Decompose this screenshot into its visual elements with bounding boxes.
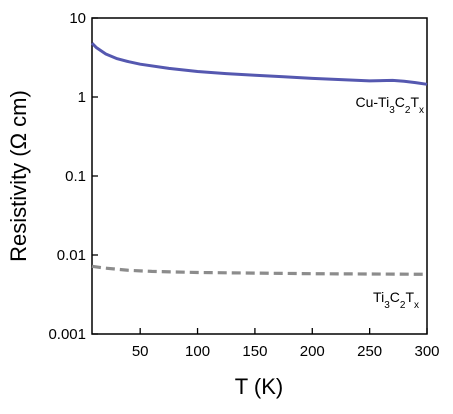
axis-ticks: 50 100 150 200 250 300 0.001 0.01 0.1 1 10 bbox=[48, 10, 439, 360]
series-label-part: C bbox=[390, 289, 400, 305]
y-axis-title: Resistivity (Ω cm) bbox=[6, 90, 31, 262]
y-tick-label: 1 bbox=[78, 89, 86, 106]
x-axis-title: T (K) bbox=[235, 374, 283, 399]
y-tick-label: 0.1 bbox=[65, 168, 86, 185]
series-label-part: x bbox=[414, 300, 419, 311]
y-tick-label: 10 bbox=[69, 10, 86, 27]
series-label-part: T bbox=[405, 289, 414, 305]
x-tick-label: 50 bbox=[132, 343, 149, 360]
y-tick-label: 0.001 bbox=[48, 326, 86, 343]
series-line-0 bbox=[90, 42, 428, 86]
series-label-part: 3 bbox=[389, 105, 395, 116]
series-label-part: Ti bbox=[373, 289, 384, 305]
x-tick-label: 100 bbox=[185, 343, 210, 360]
series-label-ti3c2tx: Ti3C2Tx bbox=[373, 289, 419, 311]
y-tick-label: 0.01 bbox=[57, 247, 86, 264]
series-label-part: 2 bbox=[405, 105, 411, 116]
x-tick-label: 250 bbox=[357, 343, 382, 360]
series-label-part: 2 bbox=[400, 300, 406, 311]
series-label-part: Cu-Ti bbox=[355, 94, 389, 110]
series-label-part: T bbox=[410, 94, 419, 110]
x-tick-label: 200 bbox=[300, 343, 325, 360]
x-tick-label: 150 bbox=[242, 343, 267, 360]
series-label-part: 3 bbox=[384, 300, 390, 311]
series-lines bbox=[90, 42, 428, 276]
series-label-part: x bbox=[419, 105, 424, 116]
x-tick-label: 300 bbox=[414, 343, 439, 360]
series-label-part: C bbox=[395, 94, 405, 110]
series-label-cu-ti3c2tx: Cu-Ti3C2Tx bbox=[355, 94, 424, 116]
series-line-1 bbox=[91, 264, 428, 276]
